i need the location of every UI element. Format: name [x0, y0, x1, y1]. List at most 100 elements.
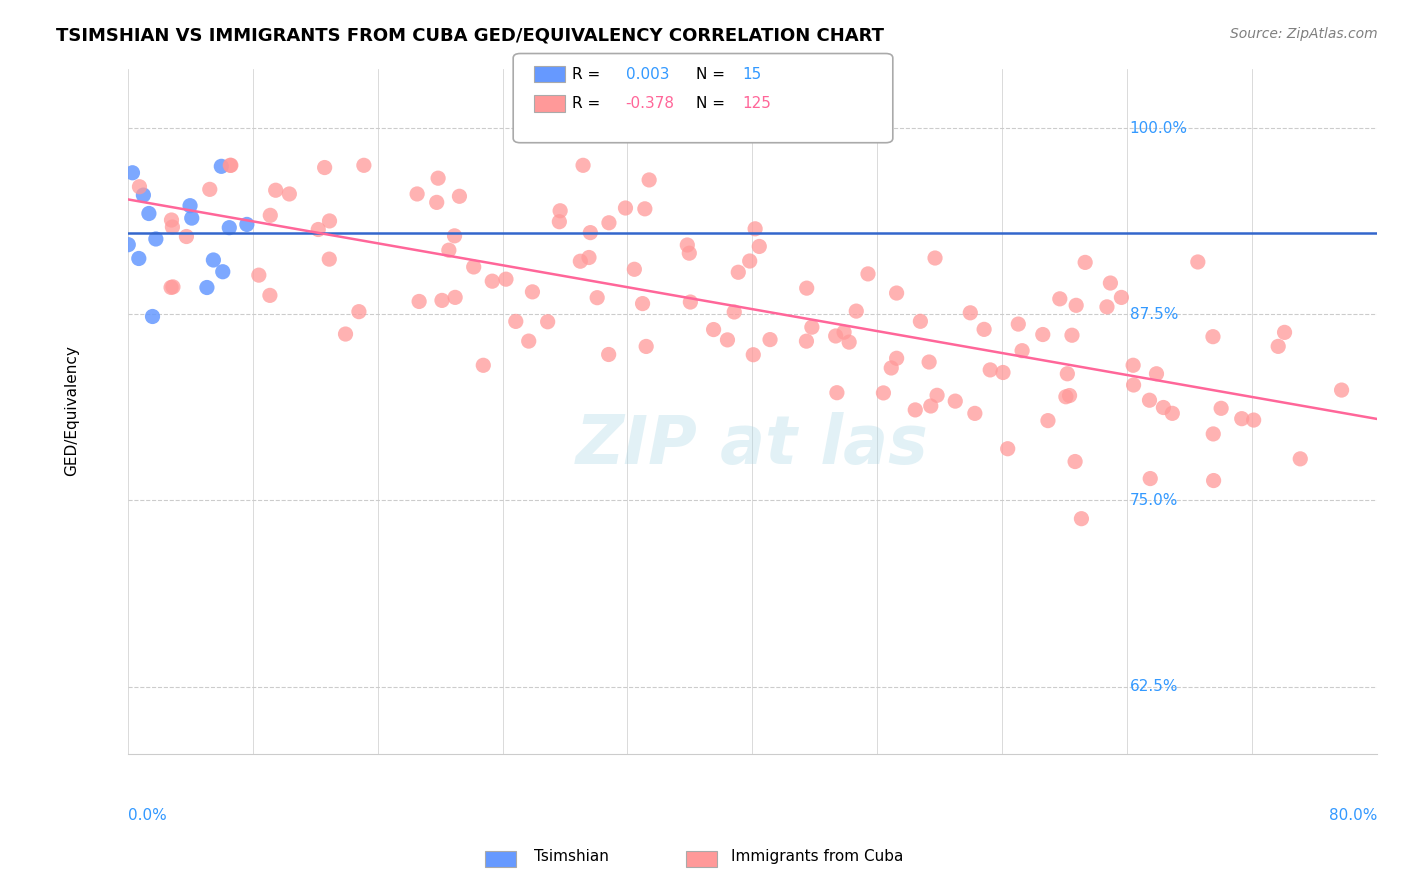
- Point: [1070, 511, 1092, 525]
- Point: [716, 333, 738, 347]
- Point: [744, 222, 766, 236]
- Point: [1122, 358, 1144, 372]
- Point: [247, 268, 270, 282]
- Point: [904, 403, 927, 417]
- Point: [598, 347, 620, 361]
- Point: [449, 189, 471, 203]
- Point: [132, 188, 155, 202]
- Text: 87.5%: 87.5%: [1129, 307, 1178, 322]
- Point: [1146, 367, 1168, 381]
- Point: [162, 220, 184, 235]
- Text: ZIP at las: ZIP at las: [576, 412, 929, 478]
- Point: [614, 201, 637, 215]
- Point: [353, 158, 375, 172]
- Point: [1139, 472, 1161, 486]
- Text: R =: R =: [572, 96, 600, 111]
- Point: [1122, 378, 1144, 392]
- Point: [548, 203, 571, 218]
- Point: [578, 251, 600, 265]
- Point: [259, 208, 281, 222]
- Point: [679, 295, 702, 310]
- Point: [825, 385, 848, 400]
- Point: [759, 333, 782, 347]
- Point: [800, 320, 823, 334]
- Point: [1036, 414, 1059, 428]
- Point: [742, 348, 765, 362]
- Point: [1202, 474, 1225, 488]
- Point: [1064, 298, 1087, 312]
- Point: [517, 334, 540, 348]
- Point: [634, 202, 657, 216]
- Point: [318, 214, 340, 228]
- Point: [579, 226, 602, 240]
- Point: [1330, 383, 1353, 397]
- Text: 100.0%: 100.0%: [1129, 120, 1188, 136]
- Point: [1059, 388, 1081, 402]
- Point: [1211, 401, 1233, 416]
- Point: [845, 304, 868, 318]
- Point: [259, 288, 281, 302]
- Point: [426, 195, 449, 210]
- Point: [1274, 326, 1296, 340]
- Point: [1202, 329, 1225, 343]
- Point: [335, 326, 357, 341]
- Point: [427, 171, 450, 186]
- Point: [1111, 290, 1133, 304]
- Text: 0.003: 0.003: [626, 67, 669, 81]
- Point: [638, 173, 661, 187]
- Point: [838, 335, 860, 350]
- Point: [1064, 454, 1087, 468]
- Point: [145, 232, 167, 246]
- Point: [219, 158, 242, 172]
- Point: [198, 182, 221, 196]
- Point: [1161, 406, 1184, 420]
- Point: [472, 359, 495, 373]
- Point: [495, 272, 517, 286]
- Text: 80.0%: 80.0%: [1329, 808, 1376, 823]
- Point: [117, 237, 139, 252]
- Point: [676, 238, 699, 252]
- Point: [1056, 367, 1078, 381]
- Point: [572, 158, 595, 172]
- Point: [1267, 339, 1289, 353]
- Point: [1187, 255, 1209, 269]
- Text: Tsimshian: Tsimshian: [534, 849, 609, 863]
- Point: [796, 334, 818, 348]
- Point: [195, 280, 218, 294]
- Point: [408, 294, 430, 309]
- Point: [1289, 451, 1312, 466]
- Point: [1074, 255, 1097, 269]
- Point: [463, 260, 485, 274]
- Point: [1202, 426, 1225, 441]
- Point: [1230, 411, 1253, 425]
- Point: [727, 265, 749, 279]
- Point: [1032, 327, 1054, 342]
- Point: [631, 296, 654, 310]
- Point: [872, 385, 894, 400]
- Point: [138, 206, 160, 220]
- Point: [991, 366, 1014, 380]
- Point: [211, 265, 233, 279]
- Point: [598, 216, 620, 230]
- Text: N =: N =: [696, 96, 725, 111]
- Point: [856, 267, 879, 281]
- Point: [979, 363, 1001, 377]
- Text: GED/Equivalency: GED/Equivalency: [65, 345, 79, 476]
- Text: TSIMSHIAN VS IMMIGRANTS FROM CUBA GED/EQUIVALENCY CORRELATION CHART: TSIMSHIAN VS IMMIGRANTS FROM CUBA GED/EQ…: [56, 27, 884, 45]
- Point: [920, 399, 942, 413]
- Point: [1095, 300, 1118, 314]
- Point: [537, 315, 560, 329]
- Point: [347, 304, 370, 318]
- Text: 75.0%: 75.0%: [1129, 493, 1178, 508]
- Point: [437, 243, 460, 257]
- Point: [886, 286, 908, 301]
- Point: [307, 222, 329, 236]
- Point: [522, 285, 544, 299]
- Point: [963, 406, 986, 420]
- Point: [973, 322, 995, 336]
- Point: [1011, 343, 1033, 358]
- Point: [179, 199, 201, 213]
- Point: [236, 218, 259, 232]
- Point: [121, 166, 143, 180]
- Point: [218, 220, 240, 235]
